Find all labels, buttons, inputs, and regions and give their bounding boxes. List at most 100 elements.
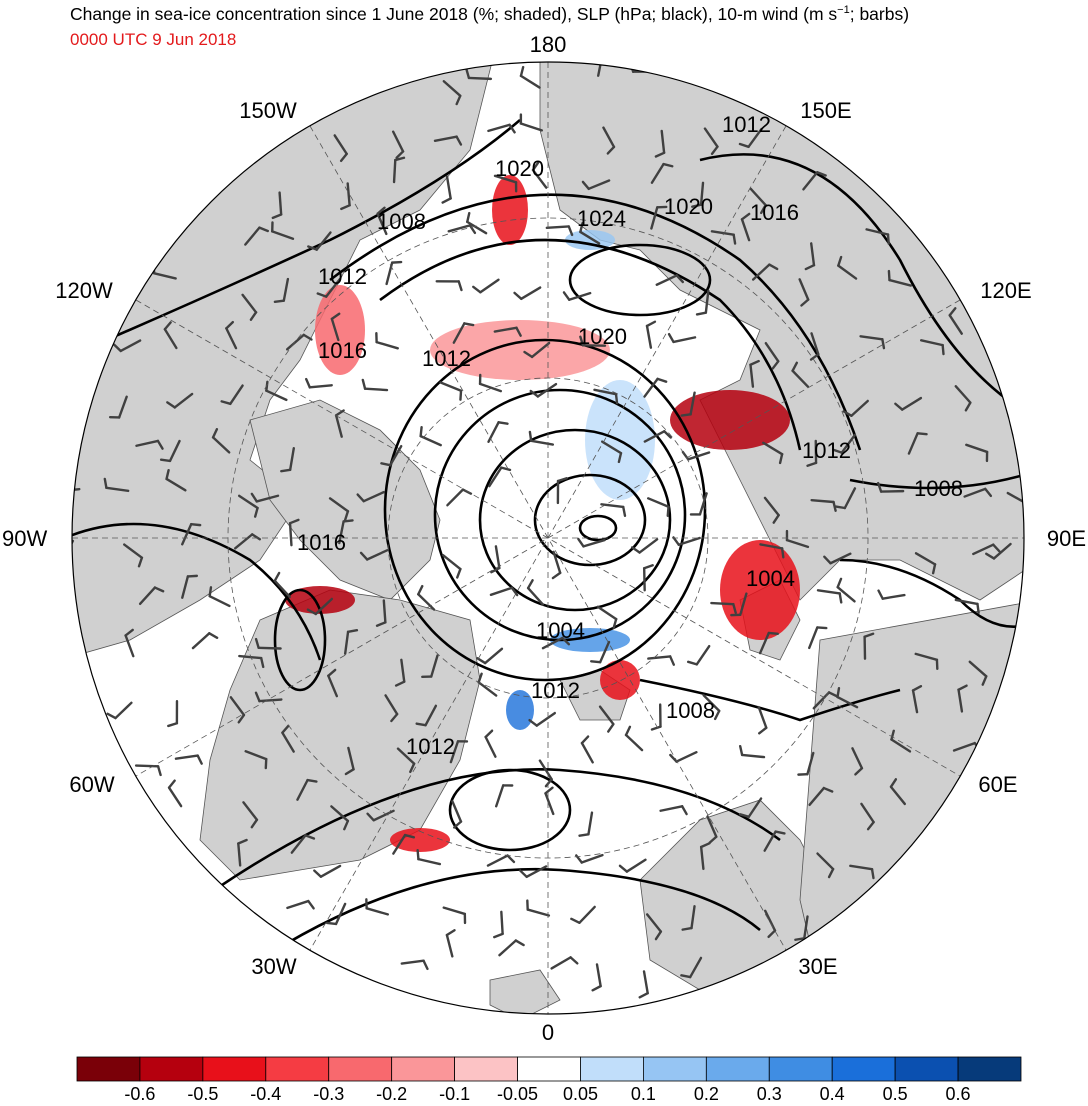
slp-contour <box>273 588 327 692</box>
wind-barb-feather <box>667 332 675 344</box>
wind-barb <box>173 392 194 409</box>
wind-barb-feather <box>106 712 117 720</box>
wind-barb-feather <box>237 713 246 724</box>
wind-barb <box>810 498 835 504</box>
wind-barb-feather <box>316 292 328 298</box>
wind-barb-feather <box>523 350 534 359</box>
wind-barb-feather <box>455 135 463 146</box>
wind-barb-feather <box>767 631 779 636</box>
wind-barb <box>710 601 735 606</box>
wind-barb-feather <box>513 291 523 300</box>
wind-barb-feather <box>948 307 957 317</box>
wind-barb <box>372 809 395 822</box>
wind-barb-feather <box>346 629 359 634</box>
colorbar-tick-label: 0.6 <box>946 1084 971 1104</box>
contour-label: 1012 <box>318 264 367 289</box>
wind-barb-feather <box>528 430 533 443</box>
wind-barb-feather <box>54 483 58 491</box>
wind-barb-feather <box>457 280 463 292</box>
wind-barb <box>163 328 178 350</box>
wind-barb <box>567 291 592 301</box>
colorbar-tick-label: 0.3 <box>757 1084 782 1104</box>
wind-barb-feather <box>153 586 165 593</box>
wind-barb <box>225 327 238 350</box>
wind-barb-feather <box>738 142 750 149</box>
wind-barb-feather <box>877 589 884 600</box>
wind-barb-feather <box>124 628 134 637</box>
wind-barb <box>740 218 751 242</box>
wind-barb-feather <box>339 152 348 163</box>
wind-barb-feather <box>307 245 318 251</box>
wind-barb <box>602 126 616 149</box>
wind-barb-feather <box>167 779 176 789</box>
wind-barb-feather <box>562 291 571 301</box>
wind-barb-feather <box>822 786 834 793</box>
wind-barb <box>525 865 548 879</box>
wind-barb <box>836 585 856 603</box>
wind-barb <box>690 905 696 930</box>
wind-barb-feather <box>441 197 452 204</box>
slp-contour <box>383 338 707 682</box>
colorbar-tick-label: 0.2 <box>694 1084 719 1104</box>
wind-barb <box>646 497 670 508</box>
wind-barb <box>747 127 763 149</box>
wind-barb <box>286 899 310 910</box>
meridian-120e-60w <box>135 299 961 777</box>
wind-barb-feather <box>778 452 784 465</box>
wind-barb-feather <box>985 552 996 560</box>
lon-label-150w: 150W <box>239 98 297 123</box>
wind-barb <box>763 830 777 852</box>
wind-barb <box>520 286 542 300</box>
wind-barb <box>134 764 160 768</box>
wind-barb-feather <box>645 320 657 328</box>
wind-barb <box>244 226 261 246</box>
wind-barb <box>907 432 919 455</box>
wind-barb <box>538 759 553 781</box>
wind-barb <box>328 497 350 513</box>
wind-barb <box>598 705 615 726</box>
wind-barb-feather <box>713 709 721 721</box>
slp-contour-labels: 1020 1012 1008 1024 1020 1016 1012 1020 … <box>297 112 963 759</box>
contour-label: 1012 <box>406 734 455 759</box>
wind-barb-feather <box>551 571 562 580</box>
wind-barb-feather <box>654 151 666 158</box>
wind-barb <box>914 552 937 566</box>
slp-contours <box>72 119 1024 982</box>
slp-contour <box>849 468 1024 490</box>
wind-barb <box>288 521 293 547</box>
wind-barb <box>449 740 460 764</box>
wind-barb <box>445 933 454 958</box>
wind-barb <box>860 802 875 824</box>
wind-barb <box>677 536 701 546</box>
wind-barb <box>593 388 618 396</box>
wind-barb-feather <box>166 401 176 409</box>
wind-barb-feather <box>614 392 619 405</box>
wind-barb <box>578 905 596 924</box>
wind-barb-feather <box>422 959 429 971</box>
wind-barb-feather <box>156 765 162 777</box>
wind-barb-feather <box>827 867 835 879</box>
wind-barb-feather <box>772 513 780 524</box>
wind-barb-feather <box>774 830 786 835</box>
wind-barb-feather <box>663 430 672 439</box>
iceland <box>489 969 561 1014</box>
wind-barb-feather <box>208 586 213 598</box>
wind-barb-feather <box>307 899 315 910</box>
wind-barb <box>244 750 268 761</box>
slp-contour <box>199 768 781 902</box>
wind-barb <box>580 853 604 864</box>
wind-barb <box>314 597 334 616</box>
wind-barb <box>698 492 708 516</box>
wind-barb <box>840 433 857 454</box>
wind-barb <box>647 655 672 660</box>
wind-barb <box>914 652 939 661</box>
wind-barb-feather <box>866 820 875 831</box>
wind-barb-feather <box>394 156 406 162</box>
map-body: 1020 1012 1008 1024 1020 1016 1012 1020 … <box>54 62 1024 1014</box>
wind-barb <box>375 340 399 350</box>
colorbar-tick-label: 0.5 <box>883 1084 908 1104</box>
wind-barb <box>968 660 988 678</box>
wind-barb <box>362 490 385 503</box>
wind-barb <box>477 681 498 697</box>
wind-barb <box>442 80 462 98</box>
